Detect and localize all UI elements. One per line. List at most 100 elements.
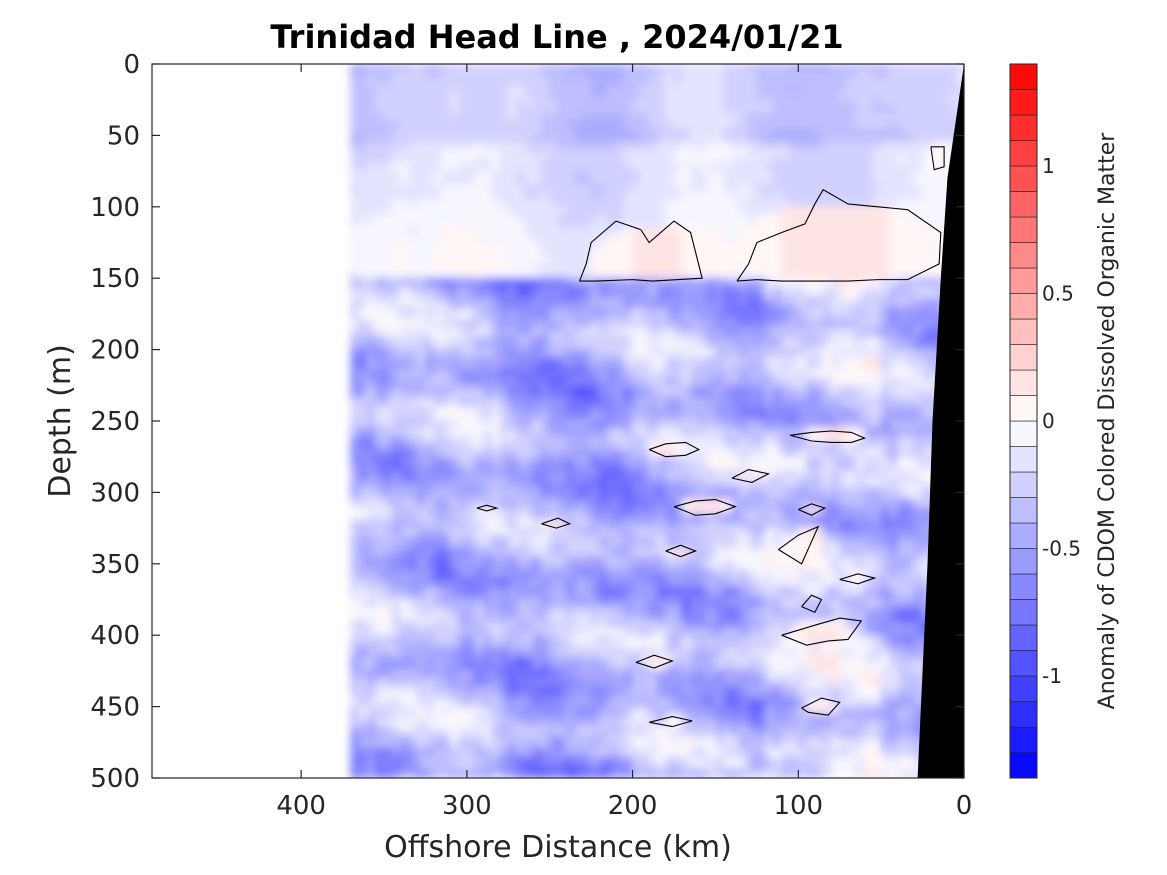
field-cell (748, 156, 758, 165)
field-cell (632, 549, 642, 558)
field-cell (416, 249, 426, 258)
field-cell (383, 284, 393, 293)
field-cell (482, 527, 493, 536)
field-cell (723, 527, 733, 536)
chart-title: Trinidad Head Line , 2024/01/21 (270, 18, 843, 56)
field-cell (565, 413, 576, 422)
field-cell (748, 770, 758, 778)
field-cell (673, 491, 683, 501)
field-cell (739, 449, 750, 458)
field-cell (416, 170, 426, 179)
field-cell (366, 320, 377, 329)
field-cell (416, 256, 426, 265)
field-cell (731, 763, 741, 772)
field-cell (482, 549, 493, 558)
field-cell (656, 627, 667, 636)
field-cell (408, 713, 418, 722)
field-cell (408, 499, 418, 508)
field-cell (574, 720, 584, 729)
field-cell (532, 370, 542, 379)
field-cell (524, 613, 534, 622)
field-cell (549, 220, 559, 229)
field-cell (590, 84, 600, 94)
field-cell (656, 106, 667, 115)
field-cell (408, 363, 418, 372)
field-cell (582, 520, 592, 529)
field-cell (375, 134, 385, 144)
field-cell (673, 220, 683, 229)
field-cell (673, 477, 683, 486)
field-cell (549, 506, 559, 515)
field-cell (623, 99, 634, 108)
field-cell (449, 484, 460, 493)
field-cell (499, 384, 509, 393)
field-cell (648, 406, 658, 415)
field-cell (623, 142, 634, 151)
field-cell (441, 213, 451, 222)
field-cell (623, 534, 634, 543)
field-cell (350, 377, 360, 386)
field-cell (441, 520, 451, 529)
field-cell (358, 606, 368, 615)
field-cell (532, 320, 542, 329)
field-cell (416, 356, 426, 365)
field-cell (590, 770, 600, 778)
field-cell (358, 70, 368, 79)
field-cell (491, 456, 501, 465)
field-cell (623, 242, 634, 251)
field-cell (673, 184, 683, 194)
field-cell (739, 756, 750, 765)
field-cell (358, 491, 368, 501)
field-cell (358, 577, 368, 586)
field-cell (673, 499, 683, 508)
field-cell (706, 741, 716, 750)
field-cell (623, 227, 634, 236)
field-cell (574, 363, 584, 372)
field-cell (474, 534, 484, 543)
field-cell (350, 199, 360, 208)
field-cell (474, 591, 484, 600)
field-cell (350, 356, 360, 365)
field-cell (532, 106, 542, 115)
field-cell (491, 684, 501, 693)
field-cell (739, 149, 750, 158)
field-cell (366, 184, 377, 194)
field-cell (731, 399, 741, 408)
field-cell (441, 484, 451, 493)
field-cell (656, 727, 667, 736)
field-cell (640, 334, 650, 343)
field-cell (640, 327, 650, 336)
field-cell (507, 142, 518, 151)
field-cell (375, 527, 385, 536)
field-cell (582, 341, 592, 351)
field-cell (482, 149, 493, 158)
field-cell (607, 106, 617, 115)
field-cell (441, 399, 451, 408)
field-cell (731, 677, 741, 686)
field-cell (358, 313, 368, 322)
field-cell (739, 577, 750, 586)
field-cell (507, 577, 518, 586)
field-cell (482, 591, 493, 600)
field-cell (524, 763, 534, 772)
field-cell (582, 277, 592, 286)
field-cell (607, 284, 617, 293)
field-cell (623, 270, 634, 279)
field-cell (714, 591, 725, 600)
field-cell (623, 770, 634, 778)
field-cell (350, 427, 360, 436)
field-cell (640, 541, 650, 551)
field-cell (557, 242, 567, 251)
field-cell (375, 634, 385, 643)
field-cell (714, 634, 725, 643)
field-cell (424, 470, 435, 479)
field-cell (681, 741, 692, 750)
field-cell (532, 499, 542, 508)
field-cell (665, 756, 675, 765)
field-cell (383, 756, 393, 765)
field-cell (441, 577, 451, 586)
field-cell (408, 698, 418, 708)
field-cell (739, 441, 750, 451)
field-cell (482, 70, 493, 79)
field-cell (366, 263, 377, 272)
